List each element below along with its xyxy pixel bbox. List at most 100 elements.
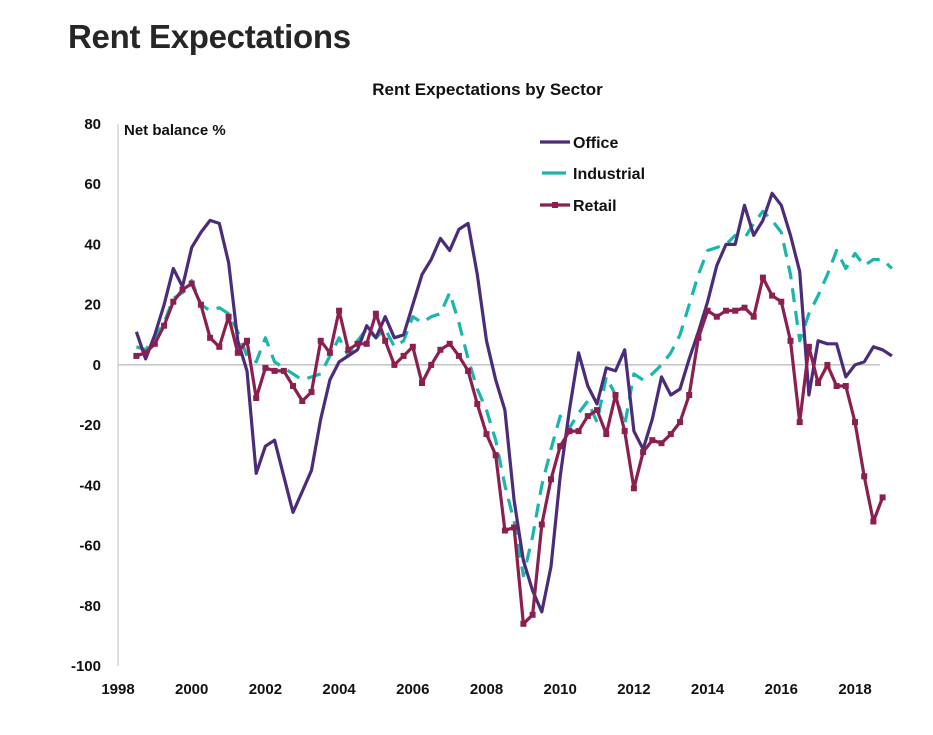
retail-data-point <box>584 413 591 420</box>
retail-data-point <box>557 443 564 450</box>
retail-data-point <box>345 346 352 353</box>
retail-data-point <box>824 361 831 368</box>
retail-data-point <box>225 313 232 320</box>
retail-series-line <box>135 276 885 626</box>
retail-data-point <box>326 349 333 356</box>
retail-data-point <box>575 428 582 435</box>
y-tick-label: -40 <box>79 477 101 494</box>
retail-data-point <box>879 494 886 501</box>
retail-data-point <box>677 419 683 426</box>
retail-data-point <box>805 343 812 350</box>
retail-data-point <box>566 428 573 435</box>
retail-data-point <box>207 334 214 341</box>
y-tick-label: 80 <box>84 116 101 133</box>
page-title: Rent Expectations <box>68 18 351 55</box>
retail-data-point <box>759 274 766 281</box>
retail-data-point <box>336 307 343 314</box>
retail-data-point <box>317 337 324 344</box>
y-tick-label: 60 <box>84 176 101 193</box>
legend: Office Industrial Retail <box>540 135 645 215</box>
retail-data-point <box>796 419 803 426</box>
x-tick-label: 2016 <box>765 681 798 698</box>
retail-data-point <box>428 361 435 368</box>
retail-data-point <box>437 346 444 353</box>
y-tick-label: -60 <box>79 538 101 555</box>
retail-data-point <box>465 367 472 374</box>
retail-data-point <box>787 337 794 344</box>
retail-data-point <box>197 301 204 308</box>
retail-data-point <box>161 322 168 329</box>
retail-data-point <box>409 343 416 350</box>
retail-data-point <box>501 527 508 534</box>
retail-data-point <box>142 349 149 356</box>
retail-data-point <box>170 298 177 305</box>
retail-data-point <box>815 380 822 386</box>
retail-data-point <box>750 313 757 320</box>
retail-data-point <box>732 307 739 314</box>
retail-data-point <box>842 383 849 389</box>
retail-data-point <box>861 473 868 480</box>
x-tick-label: 2010 <box>544 681 577 698</box>
retail-data-point <box>216 343 223 350</box>
retail-data-point <box>723 307 729 314</box>
retail-data-point <box>686 392 693 398</box>
retail-data-point <box>419 380 425 386</box>
legend-label-industrial: Industrial <box>573 166 645 183</box>
legend-label-office: Office <box>573 135 618 152</box>
x-tick-label: 2018 <box>838 681 871 698</box>
retail-data-point <box>713 313 720 320</box>
retail-data-point <box>667 431 674 438</box>
legend-label-retail: Retail <box>573 198 617 215</box>
retail-data-point <box>151 340 158 347</box>
retail-data-point <box>630 485 637 492</box>
retail-data-point <box>354 340 361 347</box>
retail-data-point <box>455 352 462 359</box>
x-tick-label: 2014 <box>691 681 725 698</box>
retail-data-point <box>372 310 379 317</box>
retail-data-point <box>704 307 711 314</box>
retail-data-point <box>529 611 536 618</box>
retail-data-point <box>695 334 702 341</box>
retail-data-point <box>483 431 490 438</box>
x-tick-label: 1998 <box>101 681 134 698</box>
retail-data-point <box>446 340 453 347</box>
retail-data-point <box>520 620 527 627</box>
retail-data-point <box>188 280 195 287</box>
retail-data-point <box>538 521 545 528</box>
x-tick-label: 2012 <box>617 681 650 698</box>
y-tick-labels: 80 60 40 20 0 -20 -40 -60 -80 -100 <box>71 116 101 675</box>
retail-data-point <box>511 524 518 531</box>
legend-marker-retail <box>552 202 558 208</box>
retail-data-point <box>769 292 776 299</box>
retail-data-point <box>244 337 250 344</box>
retail-data-point <box>870 518 877 525</box>
retail-data-point <box>280 367 287 374</box>
retail-data-point <box>833 383 840 389</box>
y-tick-label: -100 <box>71 658 101 675</box>
retail-data-point <box>612 392 619 398</box>
retail-data-point <box>640 449 647 456</box>
x-tick-labels: 1998 2000 2002 2004 2006 2008 2010 2012 2014 2016… <box>101 681 871 698</box>
retail-data-point <box>391 361 398 368</box>
y-axis-label: Net balance % <box>124 122 226 139</box>
x-tick-label: 2000 <box>175 681 208 698</box>
retail-data-point <box>262 364 269 371</box>
x-tick-label: 2004 <box>322 681 356 698</box>
y-tick-label: 0 <box>93 357 101 374</box>
retail-data-point <box>382 337 389 344</box>
retail-data-point <box>400 352 407 359</box>
retail-data-point <box>474 401 481 407</box>
retail-data-point <box>363 340 370 347</box>
retail-data-point <box>253 395 260 401</box>
retail-data-point <box>271 367 278 374</box>
retail-data-point <box>621 428 628 435</box>
retail-data-point <box>133 352 140 359</box>
retail-data-point <box>594 407 600 414</box>
retail-data-point <box>852 419 858 426</box>
chart-title: Rent Expectations by Sector <box>372 80 603 99</box>
x-tick-label: 2006 <box>396 681 429 698</box>
office-series-line <box>134 191 893 614</box>
retail-data-point <box>308 389 315 395</box>
retail-data-point <box>299 398 306 404</box>
